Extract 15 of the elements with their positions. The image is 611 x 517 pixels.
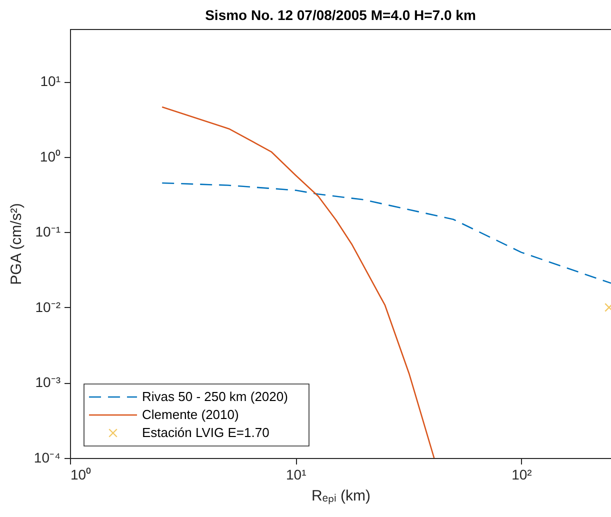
legend-label: Clemente (2010) — [142, 407, 239, 422]
x-tick-label: 10⁰ — [70, 466, 92, 482]
y-tick-label: 10⁻¹ — [35, 224, 61, 240]
x-tick-label: 10¹ — [286, 466, 307, 482]
chart-title: Sismo No. 12 07/08/2005 M=4.0 H=7.0 km — [205, 7, 476, 23]
x-tick-label: 10² — [512, 466, 532, 482]
y-tick-label: 10⁰ — [40, 148, 60, 164]
y-tick-label: 10⁻⁴ — [34, 450, 60, 466]
y-tick-label: 10⁻² — [35, 298, 61, 315]
y-axis-title: PGA (cm/s²) — [8, 203, 25, 285]
x-axis-title: Rₑₚᵢ (km) — [312, 488, 370, 504]
y-tick-label: 10⁻³ — [35, 374, 61, 390]
legend-label: Rivas 50 - 250 km (2020) — [142, 389, 288, 404]
y-tick-label: 10¹ — [40, 73, 61, 90]
legend-label: Estación LVIG E=1.70 — [142, 425, 270, 440]
